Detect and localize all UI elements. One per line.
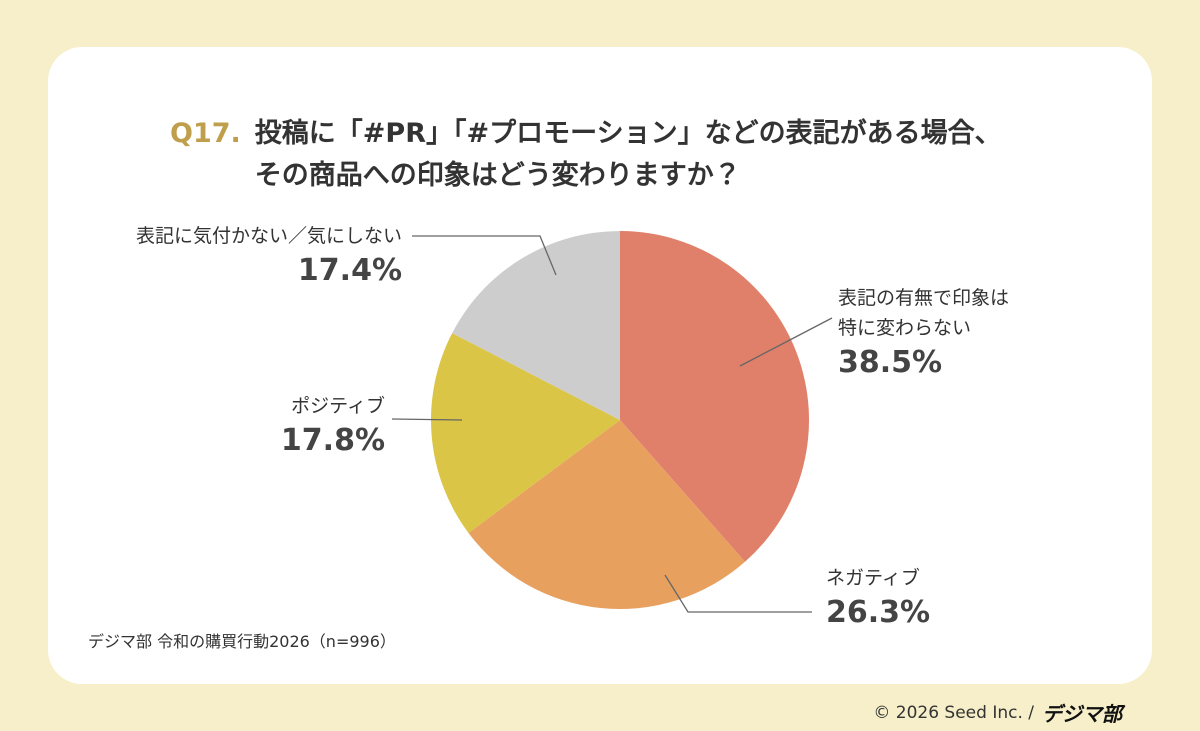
value-label: 26.3% [826, 595, 931, 630]
footer: © 2026 Seed Inc. / デジマ部 [873, 698, 1122, 727]
logo: デジマ部 [1042, 702, 1122, 726]
copyright: © 2026 Seed Inc. / [873, 702, 1034, 723]
category-label: 表記に気付かない／気にしない [135, 225, 402, 247]
category-label: ポジティブ [291, 395, 385, 417]
pie-slice [430, 333, 620, 534]
value-label: 38.5% [838, 345, 943, 380]
pie-slice [468, 420, 745, 609]
value-label: 17.4% [297, 253, 402, 288]
pie-slice [620, 231, 809, 562]
slice-label: 表記の有無で印象は 特に変わらない 38.5% [838, 283, 1009, 383]
title-block: Q17. 投稿に「#PR」「#プロモーション」などの表記がある場合、 その商品へ… [170, 113, 1002, 197]
slice-label: 表記に気付かない／気にしない 17.4% [136, 221, 402, 291]
question-number: Q17. [170, 118, 241, 149]
leader-lines [391, 235, 833, 613]
slice-label: ネガティブ 26.3% [826, 563, 930, 633]
pie [430, 231, 809, 609]
chart-title: 投稿に「#PR」「#プロモーション」などの表記がある場合、 その商品への印象はど… [254, 118, 1002, 191]
category-label: 表記の有無で印象は 特に変わらない [838, 287, 1010, 339]
leader-line [739, 317, 833, 367]
pie-slice [452, 231, 620, 420]
leader-line [412, 235, 557, 276]
slice-label: ポジティブ 17.8% [281, 391, 385, 461]
leader-line [391, 418, 463, 421]
leader-line [664, 574, 812, 613]
category-label: ネガティブ [826, 567, 920, 589]
source: デジマ部 令和の購買行動2026（n=996） [88, 632, 396, 651]
value-label: 17.8% [280, 423, 385, 458]
